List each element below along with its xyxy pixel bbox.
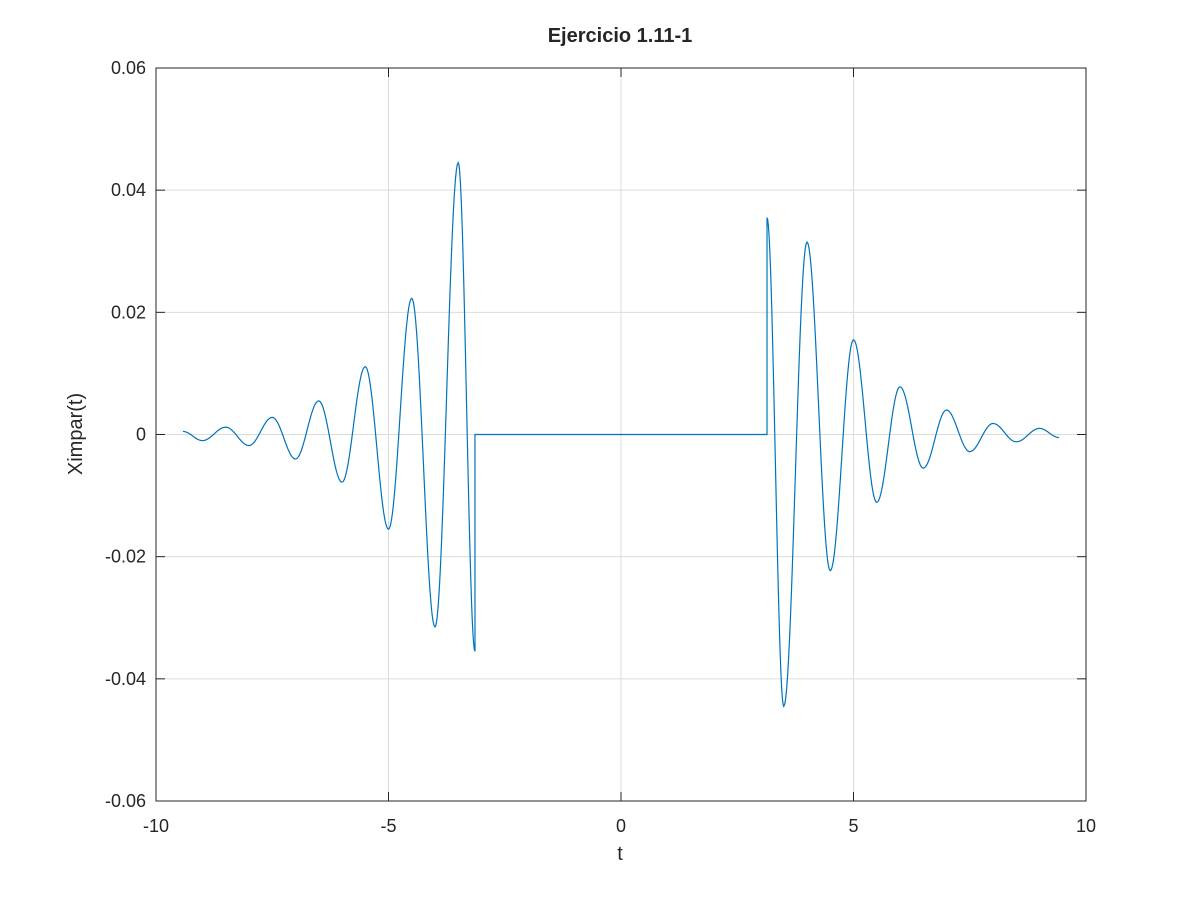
series-line <box>182 161 1060 708</box>
x-tick-label: -5 <box>380 816 396 836</box>
y-tick-label: 0 <box>136 425 146 445</box>
x-tick-label: 0 <box>616 816 626 836</box>
y-tick-label: -0.06 <box>105 791 146 811</box>
series-layer <box>182 161 1060 708</box>
ticks: -10 -5 0 5 10 -0.06 -0.04 -0.02 0 0.02 0.04 0.06 <box>105 58 1096 836</box>
y-axis-label: Ximpar(t) <box>65 393 87 475</box>
x-tick-label: -10 <box>143 816 169 836</box>
y-tick-label: -0.02 <box>105 547 146 567</box>
x-tick-label: 5 <box>848 816 858 836</box>
y-tick-label: -0.04 <box>105 669 146 689</box>
y-tick-label: 0.02 <box>111 302 146 322</box>
y-tick-label: 0.06 <box>111 58 146 78</box>
x-axis-label: t <box>617 843 623 865</box>
y-tick-label: 0.04 <box>111 180 146 200</box>
chart-title: Ejercicio 1.11-1 <box>548 25 693 47</box>
x-tick-label: 10 <box>1076 816 1096 836</box>
